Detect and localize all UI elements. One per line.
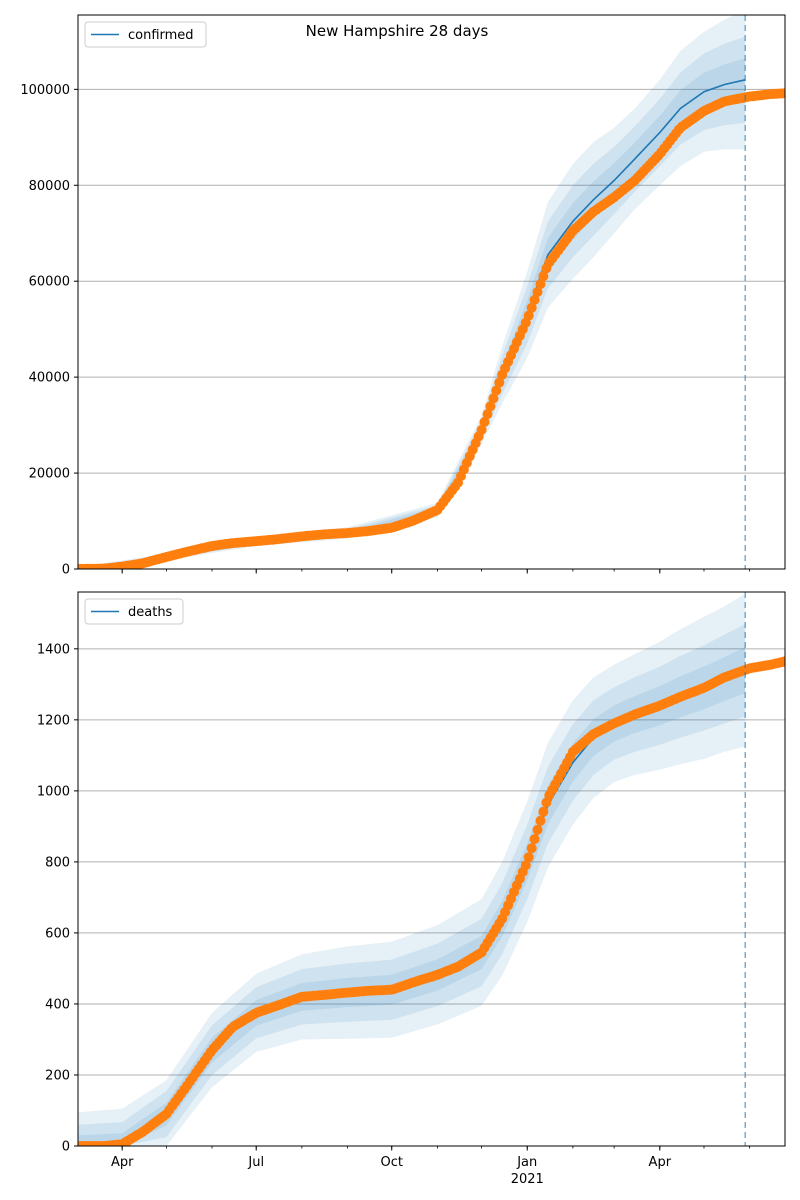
y-tick-label: 60000 [29,275,70,290]
legend: deaths [84,598,184,625]
y-tick-label: 1200 [37,713,70,728]
uncertainty-band-outer [78,593,746,1146]
x-tick-label: Jul [247,1155,264,1170]
observed-point [523,852,534,863]
observed-point [523,310,534,321]
observed-point [520,860,531,871]
legend-label: confirmed [128,28,194,43]
y-tick-label: 600 [45,926,70,941]
observed-point [780,656,785,667]
observed-point [491,385,502,396]
observed-point [494,377,505,388]
y-tick-label: 100000 [20,83,70,98]
y-tick-label: 200 [45,1068,70,1083]
observed-point [538,271,549,282]
observed-point [535,815,546,826]
uncertainty-band-inner [78,58,746,569]
observed-point [488,393,499,404]
uncertainty-band-outer [78,15,746,569]
y-tick-label: 20000 [29,467,70,482]
observed-point [479,417,490,427]
y-tick-label: 0 [62,1140,70,1155]
x-year-label: 2021 [511,1172,544,1187]
observed-point [538,806,549,817]
legend: confirmed [84,21,207,48]
x-tick-label: Oct [380,1155,402,1170]
x-tick-label: Apr [111,1155,134,1170]
y-tick-label: 0 [62,563,70,578]
y-tick-label: 800 [45,855,70,870]
legend-box [84,21,207,48]
uncertainty-band-mid [78,36,746,569]
y-tick-label: 1400 [37,642,70,657]
observed-point [529,834,540,845]
x-tick-label: Apr [649,1155,672,1170]
axes-frame [77,14,786,570]
observed-points [78,88,785,569]
observed-point [780,88,785,99]
axes-frame [77,591,786,1147]
observed-points [78,656,785,1146]
observed-point [532,287,543,297]
observed-point [476,424,487,435]
legend-label: deaths [128,605,173,620]
y-tick-label: 1000 [37,784,70,799]
deaths-panel: 0 200 400 600 800 1000 1200 1400 Apr Jul Oct Jan Apr… [37,591,786,1187]
observed-point [482,409,493,420]
observed-point [526,302,537,313]
x-tick-label: Jan [516,1155,537,1170]
confirmed-panel: 0 20000 40000 60000 80000 100000 confirmed [20,14,786,578]
legend-box [84,598,184,625]
y-tick-label: 80000 [29,179,70,194]
observed-point [529,294,540,305]
observed-point [526,843,537,854]
chart-title: New Hampshire 28 days [306,22,489,40]
y-tick-label: 40000 [29,371,70,386]
y-tick-label: 400 [45,997,70,1012]
observed-point [485,401,496,412]
observed-point [532,824,543,835]
observed-point [535,279,546,290]
